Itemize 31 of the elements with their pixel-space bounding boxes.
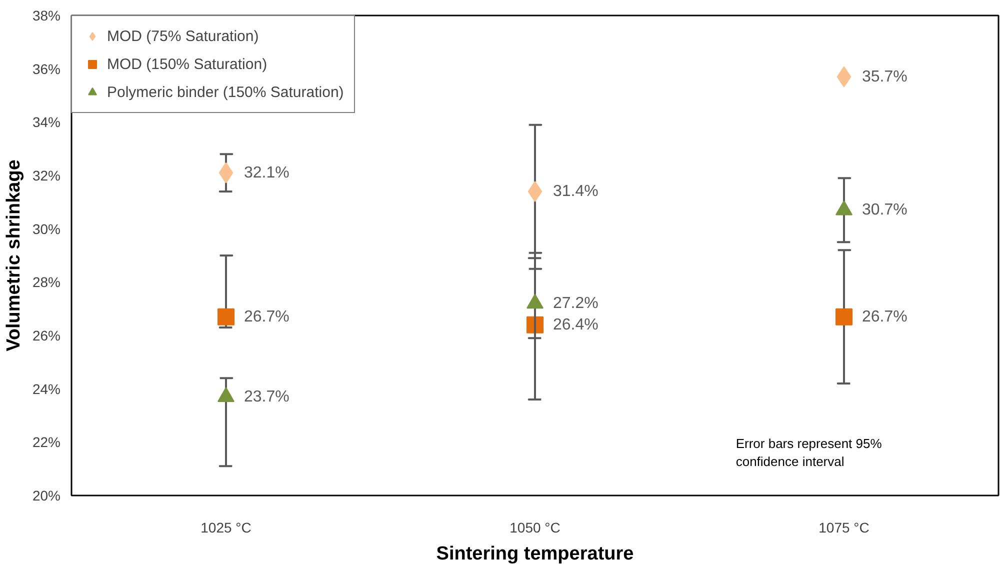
legend-label: Polymeric binder (150% Saturation) bbox=[107, 84, 344, 100]
x-tick-label: 1025 °C bbox=[200, 520, 252, 536]
point bbox=[218, 308, 234, 326]
y-tick-label: 36% bbox=[32, 60, 61, 77]
point bbox=[836, 308, 852, 326]
x-axis-title: Sintering temperature bbox=[436, 544, 634, 564]
data-label: 26.7% bbox=[862, 308, 908, 326]
data-label: 31.4% bbox=[553, 183, 598, 200]
x-tick-label: 1050 °C bbox=[510, 520, 560, 536]
y-tick-label: 34% bbox=[32, 114, 61, 130]
y-tick-label: 22% bbox=[32, 434, 61, 450]
x-tick-label: 1075 °C bbox=[818, 520, 870, 536]
data-label: 30.7% bbox=[862, 202, 908, 219]
annotation: Error bars represent 95% confidence interval bbox=[736, 436, 882, 469]
y-axis-title: Volumetric shrinkage bbox=[3, 160, 24, 352]
legend-label: MOD (75% Saturation) bbox=[107, 28, 259, 44]
data-label: 27.2% bbox=[553, 295, 598, 312]
y-tick-label: 24% bbox=[32, 380, 61, 397]
y-tick-label: 20% bbox=[32, 488, 61, 504]
data-label: 32.1% bbox=[244, 164, 290, 182]
y-tick-label: 26% bbox=[32, 328, 61, 344]
y-tick-label: 30% bbox=[32, 220, 61, 237]
y-tick-label: 38% bbox=[32, 8, 61, 24]
y-tick-label: 28% bbox=[32, 274, 61, 290]
point bbox=[528, 181, 542, 202]
data-label: 23.7% bbox=[244, 388, 290, 406]
data-label: 26.7% bbox=[244, 308, 290, 326]
y-tick-label: 32% bbox=[32, 168, 61, 184]
data-label: 26.4% bbox=[553, 316, 598, 334]
data-label: 35.7% bbox=[862, 68, 908, 86]
legend-label: MOD (150% Saturation) bbox=[107, 56, 268, 72]
